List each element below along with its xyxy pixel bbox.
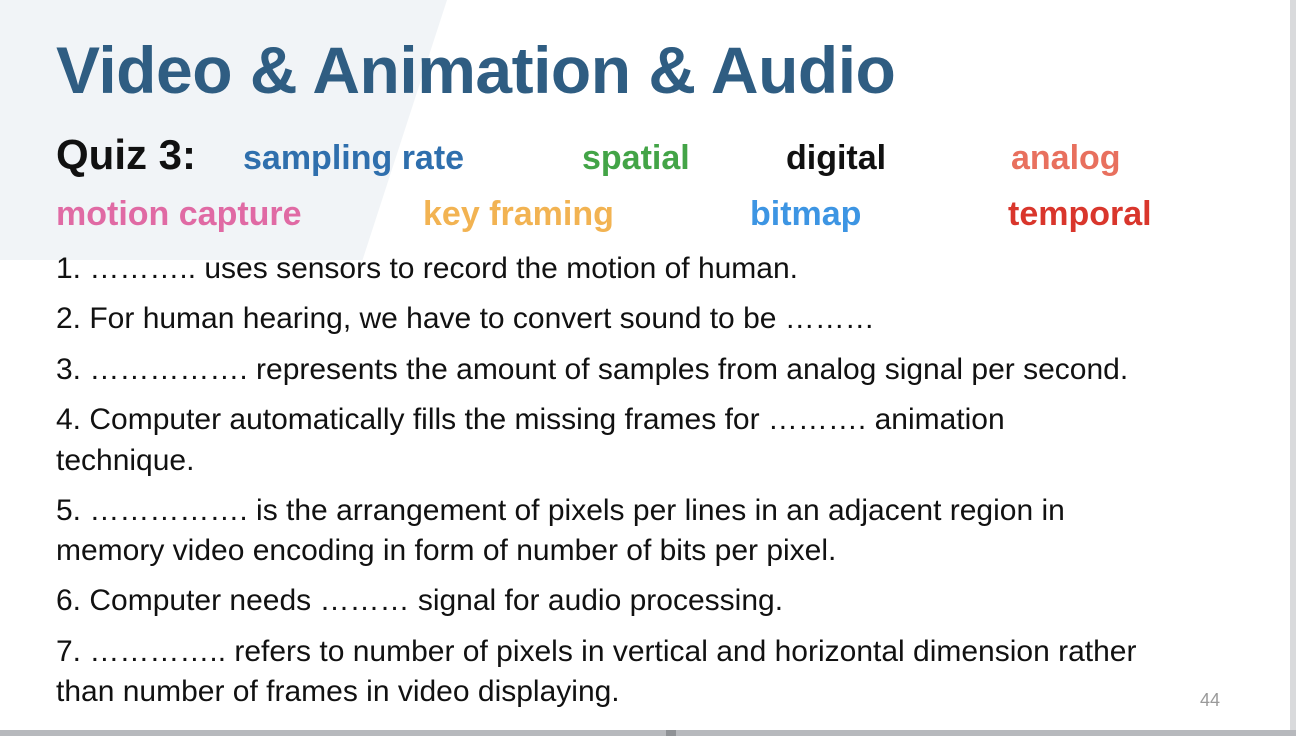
question-7-line-1: 7. ………….. refers to number of pixels in … [56,635,1137,668]
term-motion-capture: motion capture [56,195,302,233]
question-7-line-2: than number of frames in video displayin… [56,675,620,708]
bottom-edge-bar [0,730,1296,736]
question-5-line-1: 5. ……………. is the arrangement of pixels p… [56,494,1065,527]
slide-title: Video & Animation & Audio [56,33,896,107]
term-bitmap: bitmap [750,195,862,233]
term-spatial: spatial [582,139,690,177]
term-key-framing: key framing [423,195,614,233]
question-6: 6. Computer needs ……… signal for audio p… [56,584,784,617]
right-edge-bar [1290,0,1296,736]
term-analog: analog [1011,139,1121,177]
question-2: 2. For human hearing, we have to convert… [56,302,875,335]
term-digital: digital [786,139,887,177]
page-number: 44 [1200,690,1221,710]
quiz-label: Quiz 3: [56,131,197,178]
question-4-line-1: 4. Computer automatically fills the miss… [56,403,1005,436]
question-4-line-2: technique. [56,444,195,477]
question-3: 3. ……………. represents the amount of sampl… [56,353,1129,386]
resize-handle[interactable] [666,730,676,736]
question-1: 1. ……….. uses sensors to record the moti… [56,252,799,285]
term-temporal: temporal [1008,195,1152,233]
term-sampling-rate: sampling rate [243,139,465,177]
question-5-line-2: memory video encoding in form of number … [56,534,837,567]
